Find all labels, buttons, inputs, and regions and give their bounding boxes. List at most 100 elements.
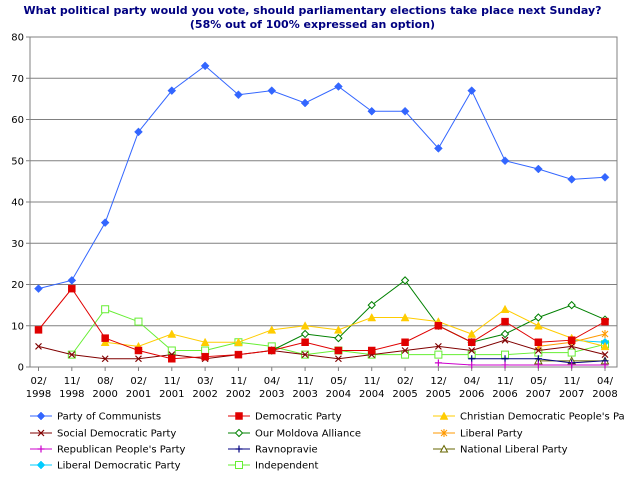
data-point-party-of-communists: [500, 156, 510, 166]
data-point-party-of-communists: [400, 106, 410, 116]
series-line-social-democratic-party: [38, 339, 606, 360]
data-point-ravnopravie: [501, 355, 509, 363]
data-point-democratic-party: [334, 346, 343, 355]
data-point-christian-democratic-people-s-party: [167, 329, 177, 338]
x-tick-label-month: 02/: [397, 376, 414, 387]
x-tick-label-month: 04/: [464, 376, 481, 387]
data-point-democratic-party: [367, 346, 376, 355]
data-point-party-of-communists: [234, 90, 243, 100]
x-tick-label-year: 2005: [392, 389, 417, 400]
x-tick-label-year: 2000: [92, 389, 117, 400]
data-point-christian-democratic-people-s-party: [300, 321, 310, 330]
data-point-party-of-communists: [300, 98, 310, 108]
x-tick-label-month: 11/: [230, 376, 247, 387]
data-point-christian-democratic-people-s-party: [600, 341, 610, 351]
data-point-party-of-communists: [567, 174, 577, 184]
data-point-party-of-communists: [334, 82, 343, 91]
legend-item-independent: Independent: [228, 461, 318, 472]
x-tick-label-year: 2005: [426, 389, 451, 400]
legend-marker: [37, 429, 45, 437]
x-tick-label-year: 2004: [359, 389, 384, 400]
data-point-our-moldova-alliance: [400, 276, 410, 285]
data-point-social-democratic-party: [468, 347, 476, 354]
data-point-our-moldova-alliance: [534, 313, 543, 322]
data-point-democratic-party: [201, 352, 209, 361]
data-point-social-democratic-party: [101, 355, 109, 363]
chart-subtitle: (58% out of 100% expressed an option): [189, 18, 436, 31]
data-point-christian-democratic-people-s-party: [100, 337, 110, 346]
data-point-social-democratic-party: [601, 351, 609, 359]
data-point-social-democratic-party: [35, 342, 42, 350]
x-tick-label-year: 2006: [492, 389, 517, 400]
data-point-democratic-party: [467, 338, 476, 346]
data-point-democratic-party: [401, 338, 409, 346]
data-point-democratic-party: [268, 346, 276, 355]
data-point-party-of-communists: [434, 144, 443, 153]
data-point-democratic-party: [534, 338, 543, 346]
legend-item-liberal-democratic-party: Liberal Democratic Party: [30, 461, 181, 472]
series-line-democratic-party: [38, 287, 606, 360]
series-line-party-of-communists: [38, 65, 606, 290]
data-point-christian-democratic-people-s-party: [333, 325, 343, 334]
legend-label: Social Democratic Party: [57, 429, 176, 440]
x-tick-label-year: 2001: [159, 389, 184, 400]
y-tick-label: 50: [11, 156, 24, 167]
data-point-party-of-communists: [533, 164, 543, 174]
legend-label: Ravnopravie: [255, 445, 318, 456]
chart-title: What political party would you vote, sho…: [23, 4, 602, 17]
data-point-democratic-party: [301, 338, 309, 346]
data-point-party-of-communists: [467, 86, 477, 95]
legend-label: Liberal Democratic Party: [57, 461, 181, 472]
data-point-christian-democratic-people-s-party: [533, 321, 543, 330]
x-tick-label-year: 2002: [226, 389, 251, 400]
legend-item-social-democratic-party: Social Democratic Party: [30, 429, 176, 440]
legend-marker: [36, 411, 46, 421]
series-party-of-communists: [34, 61, 610, 293]
x-tick-label-month: 11/: [364, 376, 381, 387]
data-point-republican-people-s-party: [501, 361, 509, 369]
legend-item-ravnopravie: Ravnopravie: [228, 445, 318, 456]
legend-item-democratic-party: Democratic Party: [228, 412, 342, 423]
data-point-republican-people-s-party: [568, 361, 576, 369]
legend-marker: [36, 460, 46, 470]
data-point-party-of-communists: [600, 172, 610, 182]
data-point-independent: [567, 348, 576, 357]
x-tick-label-year: 1998: [59, 389, 84, 400]
x-tick-label-year: 2007: [526, 389, 551, 400]
data-point-social-democratic-party: [334, 355, 342, 363]
legend-label: Liberal Party: [460, 429, 523, 440]
legend-label: Our Moldova Alliance: [255, 429, 361, 440]
x-tick-label-month: 04/: [597, 376, 614, 387]
gridlines: [30, 77, 617, 327]
data-point-republican-people-s-party: [434, 359, 442, 367]
data-point-party-of-communists: [167, 86, 177, 95]
data-point-social-democratic-party: [434, 342, 442, 350]
data-point-democratic-party: [234, 350, 243, 359]
x-tick-label-month: 05/: [530, 376, 547, 387]
x-tick-label-year: 2003: [292, 389, 317, 400]
data-point-republican-people-s-party: [601, 361, 609, 369]
data-point-democratic-party: [168, 355, 176, 363]
legend-item-national-liberal-party: National Liberal Party: [433, 444, 568, 456]
y-tick-label: 60: [11, 115, 24, 126]
data-point-social-democratic-party: [568, 342, 576, 350]
series-republican-people-s-party: [434, 359, 609, 369]
y-tick-label: 80: [11, 33, 24, 44]
data-point-our-moldova-alliance: [500, 329, 510, 339]
data-point-social-democratic-party: [135, 355, 142, 363]
x-tick-label-month: 11/: [164, 376, 181, 387]
x-tick-label-year: 1998: [26, 389, 51, 400]
data-point-social-democratic-party: [501, 336, 509, 344]
data-point-party-of-communists: [367, 106, 377, 116]
data-point-our-moldova-alliance: [334, 333, 343, 343]
data-point-ravnopravie: [534, 355, 542, 363]
x-tick-label-month: 04/: [264, 376, 281, 387]
x-tick-label-month: 02/: [130, 376, 147, 387]
x-tick-label-month: 08/: [97, 376, 114, 387]
y-tick-label: 0: [18, 363, 24, 374]
data-point-christian-democratic-people-s-party: [400, 312, 410, 322]
x-axis-ticks: 02/1998 11/1998 08/2000 02/2001 11/2001 03/20…: [26, 367, 618, 400]
x-tick-label-year: 2002: [192, 389, 217, 400]
y-axis-ticks: 0 10 20 30 40 50 60 70 80: [11, 33, 30, 374]
x-tick-label-year: 2004: [326, 389, 351, 400]
